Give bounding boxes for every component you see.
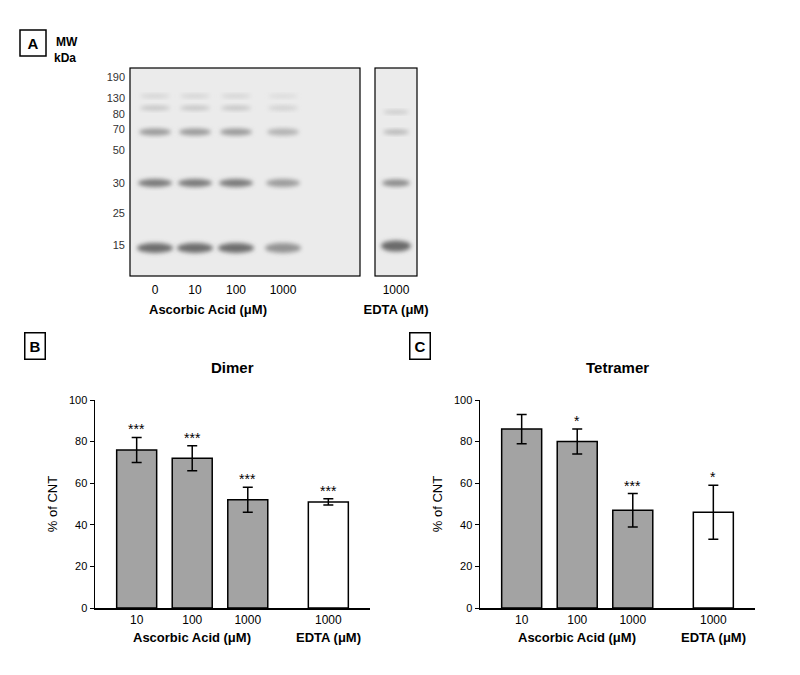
svg-text:B: B	[30, 338, 41, 355]
svg-text:20: 20	[75, 560, 87, 572]
svg-text:80: 80	[75, 435, 87, 447]
svg-text:***: ***	[128, 421, 145, 437]
svg-text:***: ***	[239, 471, 256, 487]
svg-text:1000: 1000	[619, 613, 646, 627]
svg-text:10: 10	[188, 283, 202, 297]
svg-text:1000: 1000	[315, 613, 342, 627]
svg-text:Ascorbic Acid (μM): Ascorbic Acid (μM)	[149, 302, 267, 317]
svg-text:20: 20	[460, 560, 472, 572]
svg-text:80: 80	[460, 435, 472, 447]
svg-text:C: C	[415, 338, 426, 355]
svg-text:10: 10	[130, 613, 144, 627]
svg-text:Ascorbic Acid (μM): Ascorbic Acid (μM)	[133, 630, 251, 645]
svg-text:100: 100	[69, 394, 87, 406]
svg-text:kDa: kDa	[54, 51, 76, 65]
svg-text:15: 15	[113, 239, 125, 251]
svg-text:1000: 1000	[700, 613, 727, 627]
svg-text:A: A	[28, 35, 39, 52]
svg-text:40: 40	[75, 519, 87, 531]
svg-text:***: ***	[184, 430, 201, 446]
svg-text:70: 70	[113, 123, 125, 135]
svg-text:EDTA (μM): EDTA (μM)	[681, 630, 746, 645]
svg-text:Ascorbic Acid (μM): Ascorbic Acid (μM)	[518, 630, 636, 645]
svg-text:60: 60	[75, 477, 87, 489]
svg-text:1000: 1000	[270, 283, 297, 297]
svg-text:100: 100	[454, 394, 472, 406]
svg-text:*: *	[710, 469, 716, 485]
svg-text:100: 100	[567, 613, 587, 627]
svg-text:50: 50	[113, 144, 125, 156]
svg-text:0: 0	[81, 602, 87, 614]
svg-text:***: ***	[624, 478, 641, 494]
svg-text:EDTA (μM): EDTA (μM)	[296, 630, 361, 645]
svg-text:130: 130	[107, 92, 125, 104]
svg-text:40: 40	[460, 519, 472, 531]
svg-text:60: 60	[460, 477, 472, 489]
svg-text:10: 10	[515, 613, 529, 627]
svg-text:1000: 1000	[383, 283, 410, 297]
svg-text:100: 100	[226, 283, 246, 297]
svg-text:Tetramer: Tetramer	[586, 359, 649, 376]
svg-text:0: 0	[466, 602, 472, 614]
svg-text:1000: 1000	[234, 613, 261, 627]
svg-text:Dimer: Dimer	[211, 359, 254, 376]
svg-text:EDTA (μM): EDTA (μM)	[364, 302, 429, 317]
svg-text:*: *	[574, 413, 580, 429]
svg-text:% of CNT: % of CNT	[430, 476, 445, 532]
svg-text:% of CNT: % of CNT	[45, 476, 60, 532]
svg-text:30: 30	[113, 177, 125, 189]
svg-text:25: 25	[113, 207, 125, 219]
svg-text:80: 80	[113, 108, 125, 120]
svg-text:100: 100	[182, 613, 202, 627]
svg-text:0: 0	[152, 283, 159, 297]
svg-text:***: ***	[320, 483, 337, 499]
svg-text:190: 190	[107, 71, 125, 83]
svg-text:MW: MW	[56, 35, 78, 49]
